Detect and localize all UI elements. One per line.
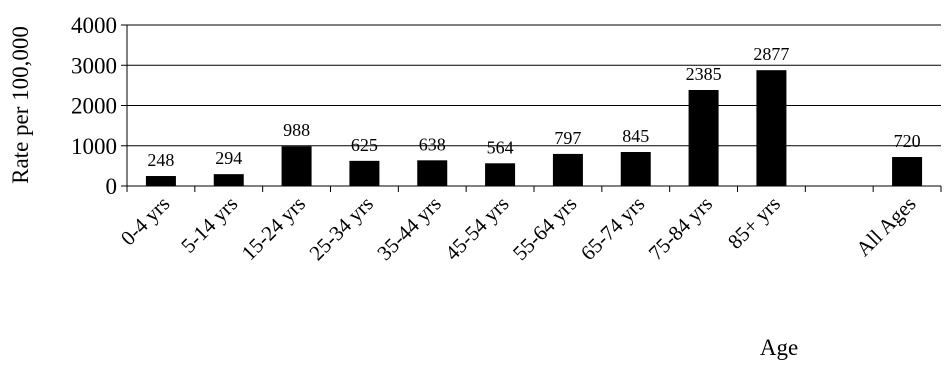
y-axis-title: Rate per 100,000 <box>8 26 33 184</box>
data-label: 625 <box>351 135 378 155</box>
y-tick-label: 3000 <box>71 53 117 78</box>
bar <box>417 160 448 186</box>
bar <box>688 90 719 186</box>
x-tick-label: 85+ yrs <box>723 192 785 254</box>
x-tick-label: 5-14 yrs <box>176 192 242 258</box>
x-tick-label: 15-24 yrs <box>237 192 310 265</box>
data-label: 2877 <box>753 44 789 64</box>
bar <box>756 70 787 186</box>
x-tick-label: 0-4 yrs <box>116 192 175 251</box>
data-label: 2385 <box>686 64 722 84</box>
bar <box>620 151 651 186</box>
bar <box>213 174 244 186</box>
data-label: 248 <box>147 150 174 170</box>
data-label: 564 <box>487 137 514 157</box>
x-tick-label: 55-64 yrs <box>508 192 581 265</box>
data-label: 797 <box>554 128 581 148</box>
axes <box>121 24 942 192</box>
y-tick-label: 2000 <box>71 94 117 119</box>
x-tick-label: 45-54 yrs <box>440 192 513 265</box>
bar <box>552 153 583 186</box>
x-tick-label: 35-44 yrs <box>372 192 445 265</box>
x-tick-label: 75-84 yrs <box>644 192 717 265</box>
data-label: 988 <box>283 120 310 140</box>
bar <box>145 176 176 186</box>
bar <box>281 146 312 186</box>
data-label: 638 <box>419 134 446 154</box>
y-tick-labels: 0 1000 2000 3000 4000 <box>71 13 117 199</box>
y-tick-label: 4000 <box>71 13 117 38</box>
bar <box>892 157 923 186</box>
bar <box>485 163 516 186</box>
y-tick-label: 0 <box>106 174 118 199</box>
x-tick-label: All Ages <box>851 192 920 261</box>
bar <box>349 160 380 186</box>
y-tick-label: 1000 <box>71 134 117 159</box>
data-label: 845 <box>622 126 649 146</box>
bars <box>145 70 923 186</box>
data-label: 294 <box>215 148 242 168</box>
x-axis-title: Age <box>760 335 798 360</box>
x-tick-label: 65-74 yrs <box>576 192 649 265</box>
x-tick-label: 25-34 yrs <box>304 192 377 265</box>
gridlines <box>127 24 941 147</box>
data-label: 720 <box>894 131 921 151</box>
data-labels: 248 294 988 625 638 564 797 845 2385 2877 720 <box>147 44 920 170</box>
